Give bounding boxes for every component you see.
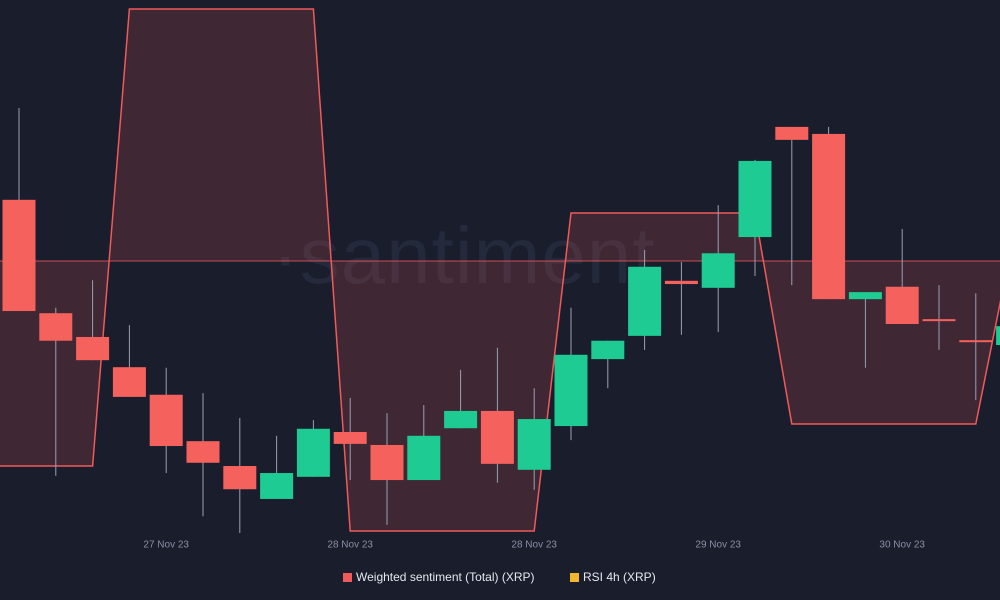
candle-body: [922, 319, 956, 322]
candle-body: [885, 286, 919, 324]
x-tick-label: 27 Nov 23: [143, 540, 189, 551]
legend-swatch: [343, 573, 352, 582]
candle-body: [186, 441, 220, 463]
watermark: ·santiment: [272, 211, 655, 300]
candle-body: [701, 253, 735, 288]
sentiment-area: [0, 9, 1000, 531]
candle-body: [812, 133, 846, 300]
x-tick-label: 28 Nov 23: [511, 540, 557, 551]
candle-body: [112, 367, 146, 397]
candle-body: [738, 160, 772, 238]
candle-body: [407, 435, 441, 481]
x-tick-label: 29 Nov 23: [695, 540, 741, 551]
candle-body: [848, 292, 882, 300]
candle-body: [39, 313, 73, 341]
candle-body: [664, 280, 698, 285]
candle-body: [775, 126, 809, 140]
candle-body: [628, 266, 662, 336]
candle-body: [959, 340, 993, 343]
candle-body: [333, 432, 367, 444]
candle-body: [444, 410, 478, 429]
candle-body: [149, 394, 183, 447]
legend-label: Weighted sentiment (Total) (XRP): [356, 570, 535, 584]
sentiment-line: [0, 8, 1000, 532]
candle-body: [480, 410, 514, 464]
candle-body: [260, 473, 294, 499]
candle-body: [370, 444, 404, 481]
legend-swatch: [570, 573, 579, 582]
x-tick-label: 28 Nov 23: [327, 540, 373, 551]
x-tick-label: 30 Nov 23: [879, 540, 925, 551]
candle-body: [2, 199, 36, 312]
candle-body: [517, 419, 551, 470]
candle-body: [296, 428, 330, 477]
legend-label: RSI 4h (XRP): [583, 570, 656, 584]
candle-body: [591, 340, 625, 360]
candle-body: [554, 354, 588, 427]
candle-body: [996, 326, 1000, 346]
candle-body: [76, 336, 110, 361]
candle-body: [223, 466, 257, 490]
